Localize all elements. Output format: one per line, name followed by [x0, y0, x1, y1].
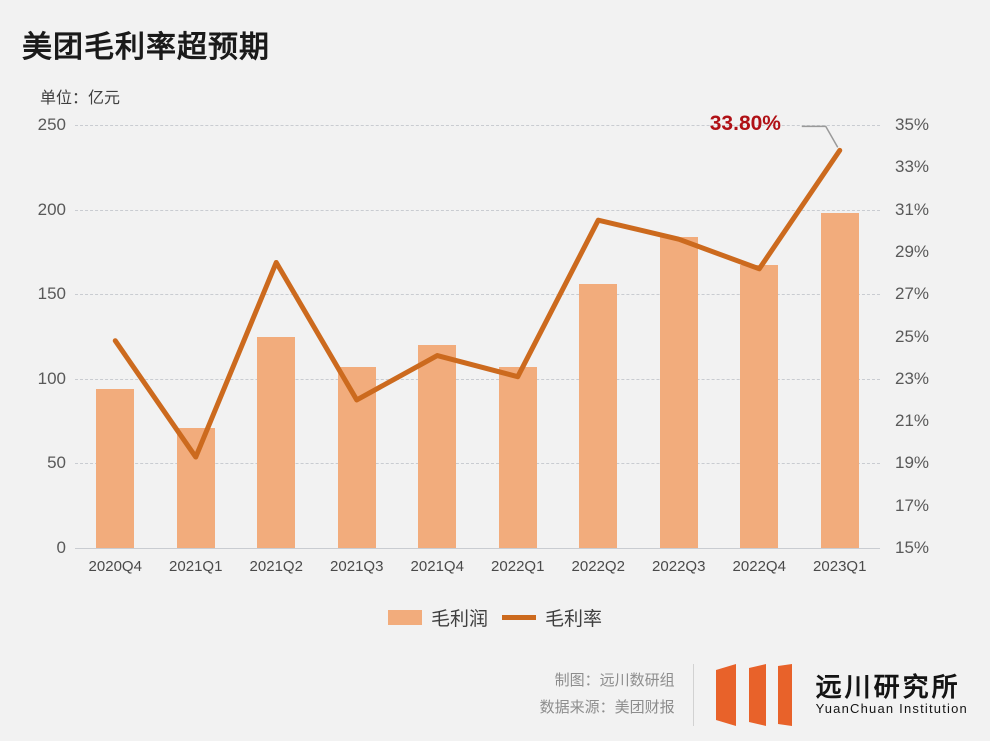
gridline [75, 463, 880, 465]
legend-item-gross-profit[interactable]: 毛利润 [387, 604, 488, 631]
y-axis-right-tick: 23% [895, 368, 930, 388]
bar-2021Q2[interactable] [257, 336, 296, 548]
x-axis-tick-2021Q2: 2021Q2 [249, 558, 303, 575]
bar-2022Q3[interactable] [659, 236, 698, 548]
bar-2022Q2[interactable] [579, 284, 618, 548]
y-axis-right-tick: 17% [895, 495, 930, 515]
y-axis-left-tick: 50 [47, 453, 66, 473]
footer-divider [692, 663, 694, 726]
bar-2021Q3[interactable] [337, 366, 376, 548]
y-axis-right-tick: 35% [895, 115, 930, 134]
chart-footer: 制图：远川数研组 数据来源：美团财报 远川研究所 YuanChuan Insti… [0, 648, 990, 741]
gridline [75, 125, 880, 126]
y-axis-left-tick: 250 [37, 115, 66, 134]
x-axis-tick-2021Q1: 2021Q1 [169, 558, 223, 575]
y-axis-right-tick: 19% [895, 453, 930, 473]
credits-block: 制图：远川数研组 数据来源：美团财报 [540, 668, 693, 721]
bar-2021Q1[interactable] [176, 427, 215, 548]
legend-label-gross-margin: 毛利率 [545, 609, 603, 630]
plot-area [75, 125, 880, 549]
logo-mark-icon [715, 663, 802, 726]
logo-text: 远川研究所 YuanChuan Institution [816, 674, 968, 715]
y-axis-right-tick: 25% [895, 326, 930, 346]
logo-text-en: YuanChuan Institution [815, 701, 968, 716]
y-axis-left-tick: 200 [37, 199, 66, 219]
y-axis-right-tick: 33% [895, 157, 930, 177]
gridline [75, 209, 880, 211]
logo-text-cn: 远川研究所 [815, 672, 961, 702]
bar-2022Q4[interactable] [740, 265, 779, 548]
x-axis-tick-2023Q1: 2023Q1 [813, 558, 867, 575]
x-axis-tick-2022Q1: 2022Q1 [491, 558, 545, 575]
x-axis-tick-2022Q3: 2022Q3 [652, 558, 706, 575]
y-axis-right-tick: 21% [895, 411, 930, 431]
brand-logo: 远川研究所 YuanChuan Institution [694, 663, 968, 726]
y-axis-left-tick: 0 [56, 538, 66, 557]
bar-swatch-icon [387, 610, 422, 625]
unit-label: 单位：亿元 [40, 90, 121, 107]
legend-item-gross-margin[interactable]: 毛利率 [502, 604, 602, 631]
credit-line: 制图：远川数研组 [554, 672, 675, 690]
y-axis-right-tick: 15% [895, 538, 930, 557]
source-line: 数据来源：美团财报 [539, 698, 675, 716]
page-title: 美团毛利率超预期 [22, 31, 270, 64]
x-axis-tick-2021Q4: 2021Q4 [410, 558, 464, 575]
x-axis-tick-2021Q3: 2021Q3 [330, 558, 384, 575]
line-swatch-icon [502, 615, 536, 620]
x-axis-tick-2022Q2: 2022Q2 [571, 558, 625, 575]
y-axis-right-tick: 31% [895, 199, 930, 219]
x-axis-tick-2020Q4: 2020Q4 [88, 558, 142, 575]
chart-area: 0 50 100 150 200 250 15% 17% 19% 21% 23% 25% 27% 29% 3… [37, 112, 930, 575]
bar-2023Q1[interactable] [820, 212, 859, 548]
x-axis-tick-2022Q4: 2022Q4 [732, 558, 786, 575]
bar-2021Q4[interactable] [418, 344, 457, 548]
y-axis-left-tick: 150 [37, 284, 66, 304]
bar-2020Q4[interactable] [96, 388, 135, 548]
chart-legend: 毛利润 毛利率 [0, 604, 990, 631]
y-axis-right-tick: 27% [895, 284, 930, 304]
y-axis-left-tick: 100 [37, 368, 66, 388]
data-label-2023Q1: 33.80% [709, 112, 781, 136]
bar-2022Q1[interactable] [498, 366, 537, 548]
legend-label-gross-profit: 毛利润 [430, 609, 488, 630]
gridline [75, 548, 880, 549]
y-axis-right-tick: 29% [895, 241, 930, 261]
